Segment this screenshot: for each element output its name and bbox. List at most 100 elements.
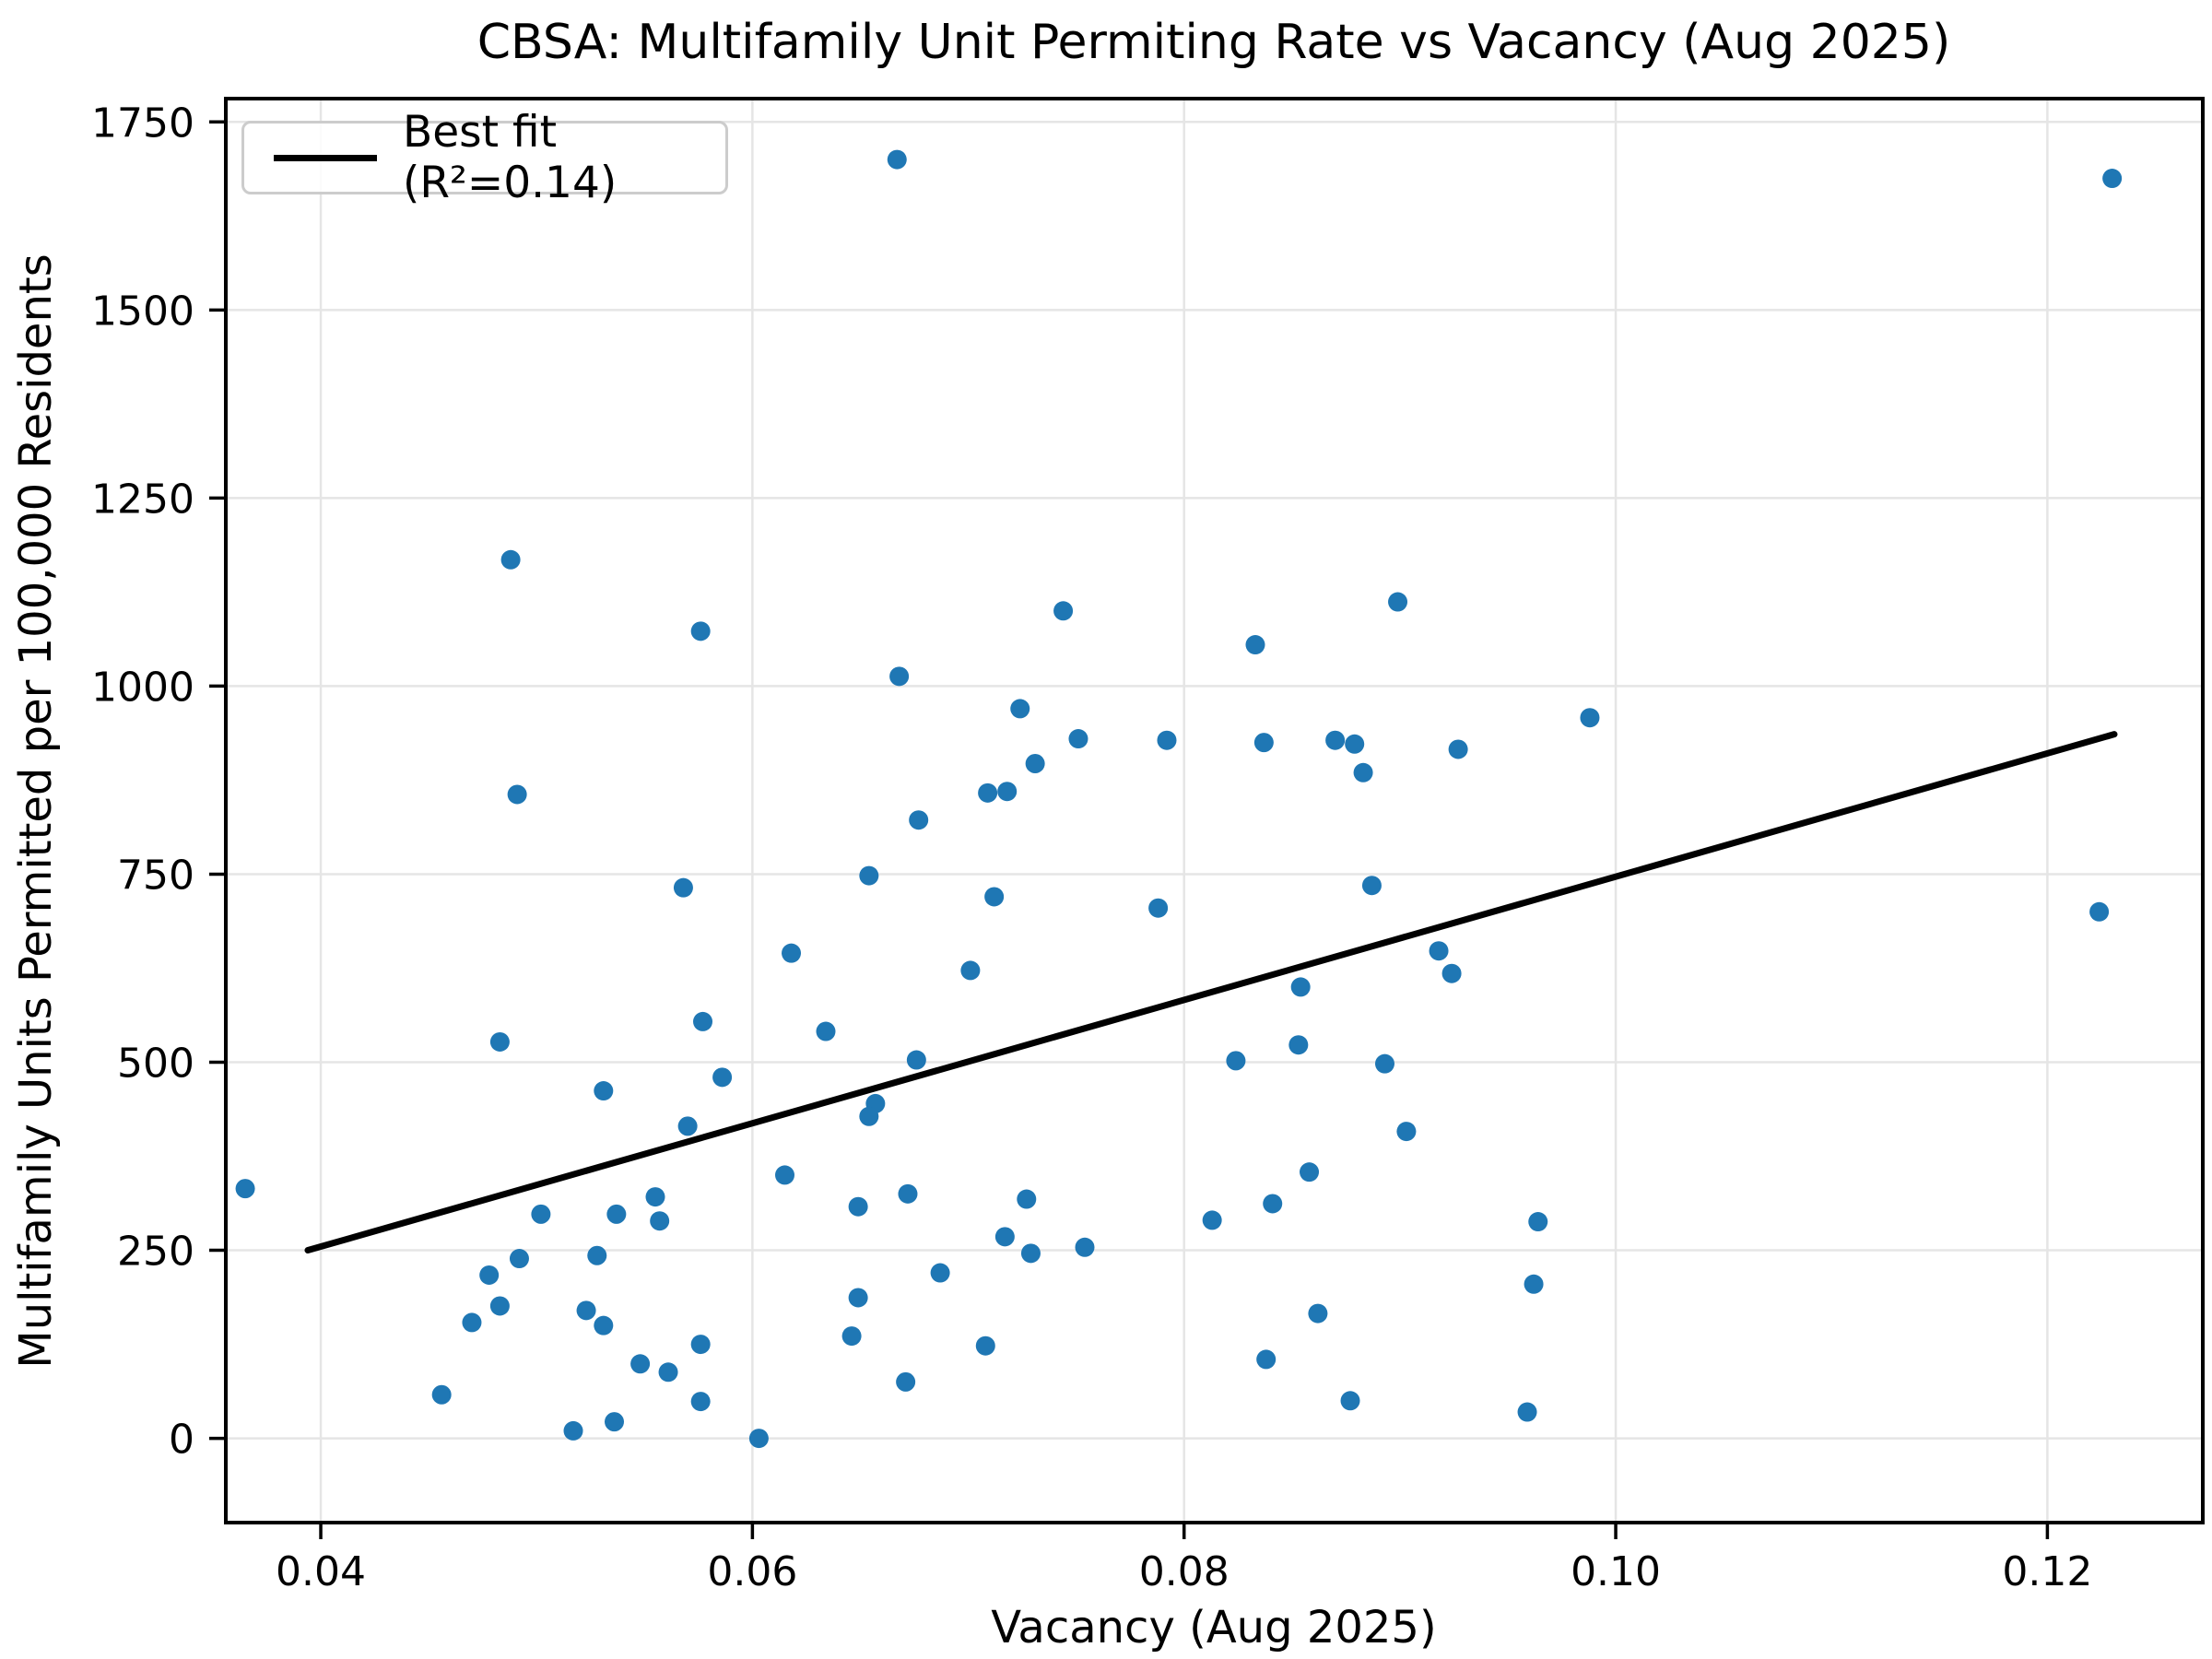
scatter-point [587,1245,607,1265]
scatter-point [848,1288,868,1308]
scatter-point [658,1362,678,1382]
scatter-point [896,1371,916,1392]
scatter-point [1263,1194,1283,1214]
scatter-point [500,549,521,570]
scatter-point [1148,898,1169,918]
scatter-point [645,1187,665,1207]
scatter-point [509,1249,529,1269]
scatter-point [978,782,998,803]
scatter-point [690,621,711,641]
scatter-point [887,149,907,170]
scatter-point [1388,592,1408,612]
scatter-point [1345,734,1365,754]
scatter-point [748,1429,769,1449]
scatter-point [906,1050,926,1070]
y-tick-label: 1500 [91,288,194,335]
scatter-point [1075,1237,1095,1257]
x-tick-label: 0.10 [1571,1548,1661,1595]
scatter-point [650,1211,670,1231]
scatter-point [1374,1053,1394,1074]
scatter-point [1290,977,1311,997]
scatter-point [1253,733,1274,753]
scatter-point [1010,699,1030,719]
scatter-point [489,1296,510,1316]
scatter-point [1353,762,1373,782]
scatter-point [930,1263,950,1283]
y-tick-label: 1750 [91,100,194,147]
scatter-point [1245,635,1265,655]
scatter-point [462,1312,482,1333]
scatter-point [775,1165,795,1185]
scatter-point [1017,1189,1037,1209]
scatter-point [531,1204,551,1224]
scatter-point [677,1116,698,1136]
scatter-point [960,960,981,981]
scatter-point [1202,1210,1222,1230]
scatter-point [1025,753,1045,773]
scatter-point [1300,1162,1320,1182]
scatter-point [1020,1243,1041,1264]
x-tick-label: 0.08 [1139,1548,1230,1595]
scatter-point [693,1011,713,1031]
scatter-point [1053,601,1074,621]
scatter-point [1524,1274,1544,1294]
scatter-point [1068,729,1088,749]
scatter-point [994,1227,1015,1247]
x-tick-label: 0.04 [276,1548,366,1595]
scatter-point [889,666,910,687]
legend-label: Best fit (R²=0.14) [403,107,618,208]
best-fit-line [304,731,2118,1254]
scatter-point [1288,1035,1309,1055]
x-tick-label: 0.12 [2002,1548,2092,1595]
scatter-point [1580,708,1600,728]
y-axis-label: Multifamily Units Permitted per 100,000 … [10,253,62,1368]
scatter-point [630,1354,651,1374]
scatter-point [563,1420,583,1441]
scatter-point [859,865,879,886]
scatter-point [479,1265,500,1285]
scatter-point [859,1106,879,1126]
scatter-point [841,1326,862,1347]
scatter-point [984,887,1005,907]
chart-title: CBSA: Multifamily Unit Permiting Rate vs… [477,15,1951,70]
scatter-point [576,1300,596,1321]
scatter-point [594,1315,614,1335]
scatter-point [975,1335,995,1356]
scatter-point [1441,963,1462,983]
scatter-point [1226,1051,1246,1071]
y-tick-label: 750 [117,852,194,899]
scatter-point [898,1183,918,1204]
best-fit-line-swatch [274,154,377,161]
y-tick-label: 250 [117,1229,194,1276]
scatter-point [431,1384,452,1405]
scatter-point [2089,901,2110,922]
scatter-point [1157,730,1177,750]
y-tick-label: 1250 [91,476,194,523]
scatter-point [673,877,693,898]
scatter-point [1448,739,1468,759]
x-tick-label: 0.06 [707,1548,797,1595]
scatter-point [1396,1122,1417,1142]
scatter-point [1340,1391,1360,1411]
scatter-point [489,1031,510,1052]
scatter-point [1361,876,1382,896]
scatter-point [1325,730,1346,750]
scatter-point [1429,941,1449,961]
gridlines [226,99,2203,1523]
scatter-point [848,1196,868,1217]
scatter-point [690,1335,711,1355]
scatter-point [507,784,527,805]
scatter-point [1308,1303,1328,1324]
scatter-point [712,1067,733,1088]
scatter-point [1256,1349,1277,1370]
scatter-point [594,1081,614,1101]
scatter-point [782,943,802,963]
scatter-points [235,149,2123,1449]
y-tick-label: 0 [169,1417,194,1464]
y-tick-label: 1000 [91,664,194,711]
scatter-point [1528,1212,1548,1232]
scatter-point [605,1412,625,1432]
y-tick-label: 500 [117,1041,194,1088]
scatter-point [2102,169,2123,189]
